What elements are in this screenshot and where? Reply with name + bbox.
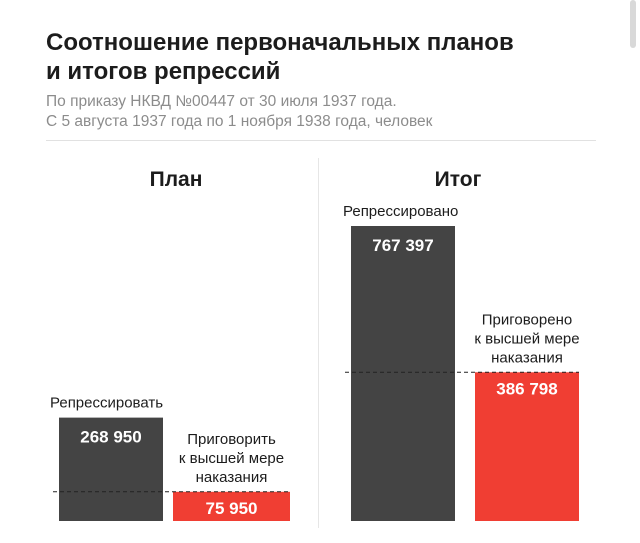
bar-plan-execution bbox=[173, 491, 290, 521]
category-label-itog-execution-line-2: к высшей мере bbox=[474, 330, 579, 347]
category-label-itog-execution-line-1: Приговорено bbox=[482, 311, 572, 328]
category-label-plan-execution-line-1: Приговорить bbox=[187, 431, 276, 448]
value-label-itog-total: 767 397 bbox=[372, 236, 433, 255]
value-label-plan-total: 268 950 bbox=[80, 428, 141, 447]
value-label-itog-execution: 386 798 bbox=[496, 379, 557, 398]
panel-separator bbox=[318, 158, 319, 528]
chart-subtitle-line-2: С 5 августа 1937 года по 1 ноября 1938 г… bbox=[46, 113, 433, 130]
bar-plan-total bbox=[59, 417, 163, 521]
category-label-plan-execution-line-3: наказания bbox=[196, 469, 268, 486]
bar-itog-execution bbox=[475, 372, 579, 521]
chart-title-line-2: и итогов репрессий bbox=[46, 58, 281, 85]
category-label-plan-execution-line-2: к высшей мере bbox=[179, 450, 284, 467]
header-divider bbox=[46, 140, 596, 141]
chart-subtitle-line-1: По приказу НКВД №00447 от 30 июля 1937 г… bbox=[46, 93, 397, 110]
panel-title-itog: Итог bbox=[435, 168, 482, 191]
panel-title-plan: План bbox=[150, 168, 203, 191]
chart-title-line-1: Соотношение первоначальных планов bbox=[46, 29, 514, 56]
chart-title: Соотношение первоначальных планов и итог… bbox=[46, 28, 606, 86]
bar-itog-total bbox=[351, 226, 455, 521]
category-label-itog-execution-line-3: наказания bbox=[491, 349, 563, 366]
category-label-plan-total: Репрессировать bbox=[50, 395, 163, 412]
scrollbar-thumb[interactable] bbox=[630, 0, 636, 48]
chart-subtitle: По приказу НКВД №00447 от 30 июля 1937 г… bbox=[46, 92, 606, 132]
category-label-itog-total: Репрессировано bbox=[343, 203, 458, 220]
value-label-plan-execution: 75 950 bbox=[206, 499, 258, 518]
